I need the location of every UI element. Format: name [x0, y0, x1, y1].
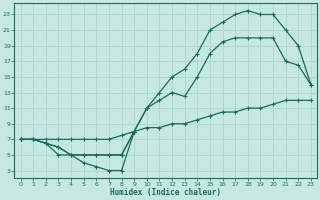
X-axis label: Humidex (Indice chaleur): Humidex (Indice chaleur): [110, 188, 221, 197]
